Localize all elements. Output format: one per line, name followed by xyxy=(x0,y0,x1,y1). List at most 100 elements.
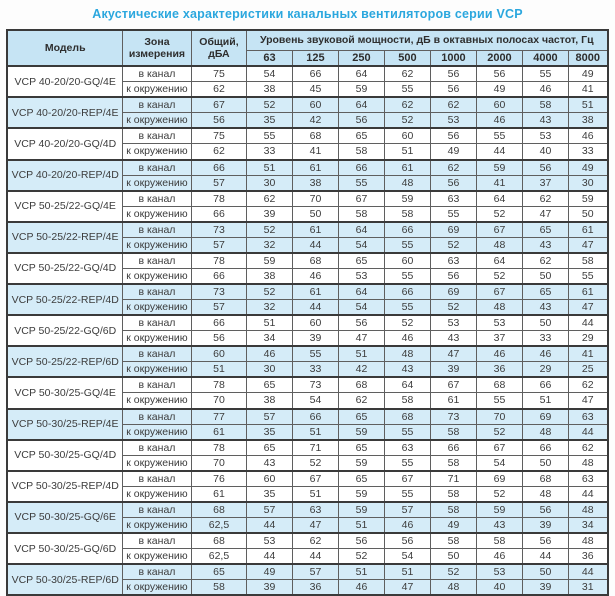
table-row: VCP 50-25/22-REP/4D в канал 73 52 61 64 66 69 67… xyxy=(6,283,609,316)
spl-value-4000hz: 50 xyxy=(521,563,569,581)
spl-value-250hz: 55 xyxy=(337,174,385,192)
model-name: VCP 50-25/22-REP/4E xyxy=(6,220,123,254)
table-row: VCP 50-30/25-REP/4E в канал 77 57 66 65 68 73 70… xyxy=(6,407,609,441)
spl-value-250hz: 59 xyxy=(337,423,385,441)
spl-value-4000hz: 51 xyxy=(521,392,569,410)
model-name: VCP 40-20/20-REP/4D xyxy=(6,158,123,192)
total-dba-value: 77 xyxy=(190,407,247,425)
header-spl-group: Уровень звуковой мощности, дБ в октавных… xyxy=(245,29,609,51)
spl-value-500hz: 60 xyxy=(383,127,431,145)
zone-label: к окружению xyxy=(121,112,192,129)
spl-value-63hz: 51 xyxy=(245,314,293,332)
spl-value-250hz: 47 xyxy=(337,330,385,347)
spl-value-125hz: 66 xyxy=(291,65,339,83)
zone-label: к окружению xyxy=(121,299,192,316)
spl-value-4000hz: 50 xyxy=(521,314,569,332)
spl-value-250hz: 52 xyxy=(337,548,385,565)
acoustic-characteristics-table: Модель Зона измерения Общий, дБА Уровень… xyxy=(6,29,609,596)
spl-value-8000hz: 41 xyxy=(567,345,609,363)
total-dba-value: 75 xyxy=(190,127,247,145)
spl-value-500hz: 51 xyxy=(383,143,431,161)
spl-value-250hz: 66 xyxy=(337,158,385,176)
model-name: VCP 50-30/25-REP/4E xyxy=(6,407,123,441)
model-name: VCP 50-30/25-GQ/4D xyxy=(6,438,123,472)
table-row: к окружению 57 32 44 54 55 52 48 43 47 xyxy=(7,299,609,316)
spl-value-250hz: 65 xyxy=(337,407,385,425)
table-row: VCP 40-20/20-GQ/4D в канал 75 55 68 65 60 56 55 5… xyxy=(6,127,609,161)
spl-value-2000hz: 56 xyxy=(475,65,523,83)
spl-value-250hz: 64 xyxy=(337,65,385,83)
spl-value-250hz: 46 xyxy=(337,579,385,596)
table-row: VCP 50-25/22-GQ/4E в канал 78 62 70 67 59 63 64 6… xyxy=(6,189,609,223)
spl-value-63hz: 44 xyxy=(245,548,293,565)
total-dba-value: 60 xyxy=(190,345,247,363)
spl-value-1000hz: 58 xyxy=(429,454,477,472)
model-group: VCP 50-25/22-REP/6D в канал 60 46 55 51 48 47 46… xyxy=(6,345,609,378)
zone-label: к окружению xyxy=(121,143,192,161)
spl-value-2000hz: 55 xyxy=(475,127,523,145)
total-dba-value: 66 xyxy=(190,205,247,223)
zone-label: в канал xyxy=(121,345,192,363)
spl-value-63hz: 43 xyxy=(245,454,293,472)
total-dba-value: 57 xyxy=(190,236,247,254)
spl-value-500hz: 55 xyxy=(383,81,431,98)
spl-value-250hz: 62 xyxy=(337,392,385,410)
spl-value-63hz: 55 xyxy=(245,127,293,145)
zone-label: в канал xyxy=(121,158,192,176)
header-freq-125: 125 xyxy=(291,49,339,67)
spl-value-2000hz: 46 xyxy=(475,112,523,129)
spl-value-63hz: 38 xyxy=(245,267,293,285)
spl-value-8000hz: 48 xyxy=(567,500,609,518)
spl-value-500hz: 55 xyxy=(383,454,431,472)
spl-value-1000hz: 71 xyxy=(429,469,477,487)
zone-label: в канал xyxy=(121,500,192,518)
zone-label: в канал xyxy=(121,532,192,550)
spl-value-1000hz: 56 xyxy=(429,65,477,83)
total-dba-value: 51 xyxy=(190,361,247,378)
header-freq-2000: 2000 xyxy=(475,49,523,67)
table-row: VCP 40-20/20-GQ/4E в канал 75 54 66 64 62 56 56 5… xyxy=(6,65,609,98)
spl-value-2000hz: 52 xyxy=(475,485,523,503)
spl-value-125hz: 61 xyxy=(291,158,339,176)
spl-value-2000hz: 40 xyxy=(475,579,523,596)
model-name: VCP 50-25/22-REP/4D xyxy=(6,283,123,316)
spl-value-125hz: 44 xyxy=(291,299,339,316)
spl-value-250hz: 68 xyxy=(337,376,385,394)
zone-label: к окружению xyxy=(121,330,192,347)
table-row: к окружению 61 35 51 59 55 58 52 48 44 xyxy=(7,423,609,441)
model-group: VCP 50-30/25-REP/6D в канал 65 49 57 51 51 52 53… xyxy=(6,563,609,596)
spl-value-4000hz: 62 xyxy=(521,251,569,269)
spl-value-250hz: 59 xyxy=(337,81,385,98)
zone-label: к окружению xyxy=(121,485,192,503)
model-group: VCP 40-20/20-REP/4D в канал 66 51 61 66 61 62 59… xyxy=(6,158,609,192)
spl-value-2000hz: 69 xyxy=(475,469,523,487)
spl-value-125hz: 44 xyxy=(291,548,339,565)
spl-value-125hz: 67 xyxy=(291,469,339,487)
total-dba-value: 70 xyxy=(190,392,247,410)
spl-value-1000hz: 61 xyxy=(429,392,477,410)
zone-label: в канал xyxy=(121,469,192,487)
zone-label: в канал xyxy=(121,127,192,145)
zone-label: к окружению xyxy=(121,267,192,285)
frequency-header-row: 63 125 250 500 1000 2000 4000 8000 xyxy=(7,49,609,67)
spl-value-63hz: 38 xyxy=(245,392,293,410)
spl-value-250hz: 51 xyxy=(337,563,385,581)
spl-value-250hz: 54 xyxy=(337,299,385,316)
table-row: к окружению 57 30 38 55 48 56 41 37 30 xyxy=(7,174,609,192)
table-row: к окружению 70 38 54 62 58 61 55 51 47 xyxy=(7,392,609,410)
spl-value-2000hz: 59 xyxy=(475,158,523,176)
spl-value-4000hz: 53 xyxy=(521,127,569,145)
spl-value-1000hz: 52 xyxy=(429,563,477,581)
spl-value-250hz: 42 xyxy=(337,361,385,378)
model-name: VCP 50-30/25-REP/4D xyxy=(6,469,123,503)
spl-value-4000hz: 39 xyxy=(521,579,569,596)
spl-value-1000hz: 63 xyxy=(429,251,477,269)
zone-label: в канал xyxy=(121,251,192,269)
spl-value-500hz: 64 xyxy=(383,376,431,394)
total-dba-value: 67 xyxy=(190,96,247,114)
spl-value-4000hz: 46 xyxy=(521,81,569,98)
spl-value-8000hz: 49 xyxy=(567,65,609,83)
spl-value-8000hz: 61 xyxy=(567,283,609,301)
spl-value-2000hz: 64 xyxy=(475,251,523,269)
model-group: VCP 50-25/22-GQ/6D в канал 66 51 60 56 52 53 53 5… xyxy=(6,314,609,347)
